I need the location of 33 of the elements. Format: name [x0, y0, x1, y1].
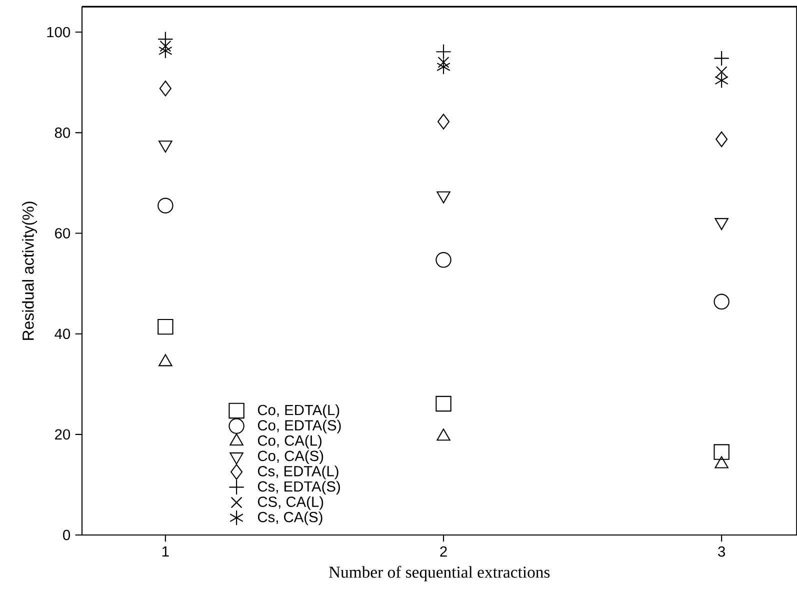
point	[714, 444, 730, 460]
x-tick-label: 3	[718, 546, 726, 557]
point	[436, 44, 452, 60]
legend-label: Cs, CA(S)	[258, 511, 322, 526]
y-tick-label: 0	[63, 530, 70, 540]
point	[436, 58, 450, 75]
x-tick-label: 2	[440, 546, 447, 557]
legend-label: Cs, EDTA(L)	[258, 466, 338, 480]
point	[716, 131, 728, 148]
y-tick-label: 100	[47, 26, 70, 38]
point	[438, 56, 450, 68]
y-tick-label: 60	[55, 228, 70, 238]
x-axis-title: Number of sequential extractions	[328, 566, 550, 582]
legend-label: Co, CA(S)	[258, 450, 324, 464]
y-axis-title: Residual activity(%)	[22, 202, 38, 340]
point	[714, 294, 730, 310]
point	[158, 198, 174, 214]
legend-label: Co, EDTA(S)	[258, 420, 341, 434]
legend-label: CS, CA(L)	[258, 496, 324, 510]
point	[158, 42, 172, 59]
point	[159, 80, 172, 96]
x-tick-label: 1	[162, 546, 169, 556]
legend-label: Co, CA(L)	[258, 435, 322, 449]
legend-label: Cs, EDTA(S)	[258, 480, 340, 495]
point	[160, 40, 172, 52]
point	[437, 114, 450, 130]
y-tick-label: 40	[54, 328, 70, 340]
y-tick-label: 20	[55, 429, 70, 440]
y-tick-label: 80	[54, 128, 70, 138]
point	[436, 396, 452, 412]
point	[158, 318, 174, 335]
legend-label: Co, EDTA(L)	[258, 404, 340, 418]
point	[436, 252, 452, 268]
